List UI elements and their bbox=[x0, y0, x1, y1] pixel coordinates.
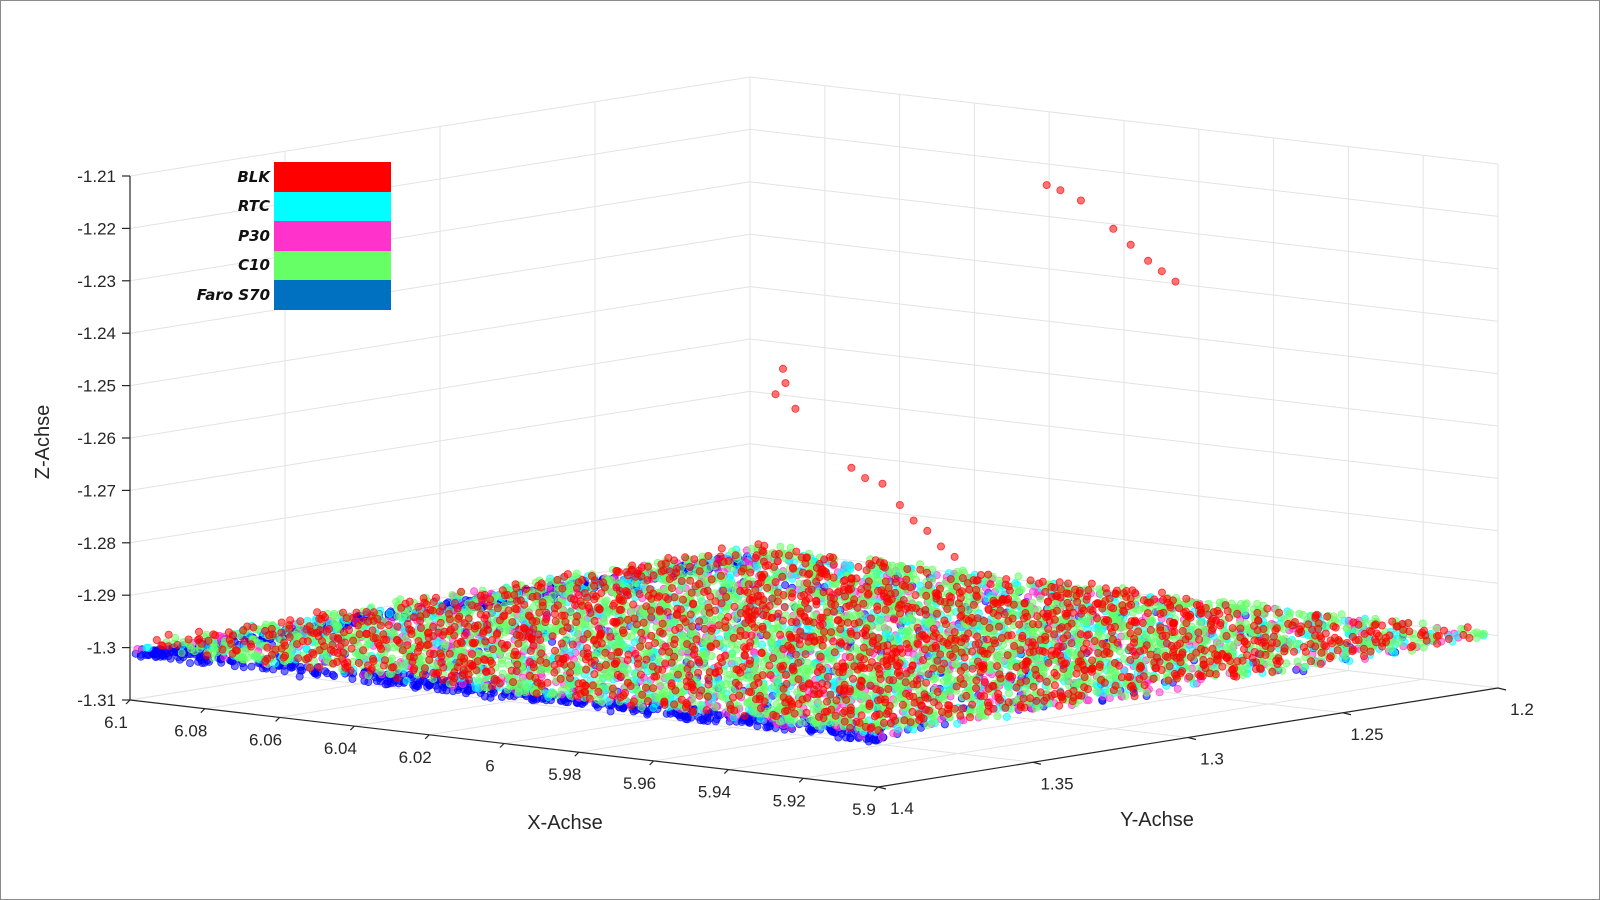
y-tick bbox=[1187, 736, 1197, 741]
data-point bbox=[1282, 659, 1291, 668]
data-point bbox=[810, 611, 819, 620]
data-point bbox=[637, 703, 646, 712]
data-point bbox=[381, 680, 390, 689]
data-point bbox=[567, 647, 576, 656]
y-tick bbox=[1497, 687, 1507, 691]
data-point bbox=[544, 577, 553, 586]
data-point bbox=[623, 664, 632, 673]
data-point bbox=[1002, 712, 1011, 721]
y-tick bbox=[877, 786, 887, 790]
data-point bbox=[953, 719, 962, 728]
x-tick bbox=[873, 786, 879, 792]
data-point bbox=[431, 681, 440, 690]
data-point bbox=[668, 618, 677, 627]
data-point bbox=[1004, 681, 1013, 690]
data-point bbox=[190, 647, 199, 656]
data-point bbox=[295, 672, 304, 681]
data-point bbox=[141, 651, 150, 660]
data-point bbox=[1005, 689, 1014, 698]
data-point bbox=[770, 682, 779, 691]
data-point bbox=[764, 723, 773, 732]
x-tick bbox=[499, 743, 505, 748]
grid-line bbox=[803, 678, 1424, 779]
x-tick bbox=[349, 725, 355, 731]
data-point bbox=[851, 610, 860, 619]
data-point bbox=[705, 714, 714, 723]
data-point bbox=[788, 574, 797, 583]
grid-line bbox=[728, 670, 1349, 771]
data-point bbox=[662, 709, 671, 718]
data-point bbox=[1155, 688, 1164, 697]
data-point bbox=[604, 697, 613, 706]
x-tick bbox=[798, 777, 804, 783]
data-point bbox=[385, 609, 394, 618]
data-point bbox=[842, 733, 851, 742]
x-tick bbox=[275, 716, 281, 722]
data-point bbox=[438, 686, 447, 695]
data-point bbox=[923, 721, 932, 730]
data-point bbox=[185, 659, 194, 668]
data-point bbox=[1067, 648, 1076, 657]
x-tick bbox=[125, 699, 131, 705]
x-tick bbox=[574, 751, 580, 757]
data-point bbox=[710, 703, 719, 712]
data-point bbox=[883, 625, 892, 634]
axes bbox=[122, 175, 1507, 792]
x-tick bbox=[424, 734, 430, 740]
data-point bbox=[868, 735, 877, 744]
data-point bbox=[171, 633, 180, 642]
x-tick bbox=[649, 760, 655, 766]
data-point bbox=[411, 683, 420, 692]
data-point bbox=[649, 703, 658, 712]
data-point bbox=[743, 698, 752, 707]
data-point bbox=[995, 576, 1004, 585]
data-point bbox=[470, 587, 479, 596]
data-point bbox=[597, 698, 606, 707]
data-point bbox=[1029, 587, 1038, 596]
y-tick bbox=[1342, 712, 1352, 716]
data-point bbox=[402, 676, 411, 685]
data-point bbox=[288, 663, 297, 672]
data-point bbox=[681, 715, 690, 724]
data-point bbox=[781, 581, 790, 590]
x-tick bbox=[200, 708, 206, 714]
data-point bbox=[696, 716, 705, 725]
data-point bbox=[142, 643, 151, 652]
data-point bbox=[150, 650, 159, 659]
data-point bbox=[572, 569, 581, 578]
data-point bbox=[687, 629, 696, 638]
data-point bbox=[1084, 696, 1093, 705]
data-point bbox=[643, 707, 652, 716]
y-tick bbox=[1032, 761, 1042, 765]
data-points bbox=[131, 181, 1489, 746]
data-point bbox=[1195, 618, 1204, 627]
data-point bbox=[878, 732, 887, 741]
data-point bbox=[1092, 687, 1101, 696]
x-tick bbox=[723, 769, 729, 775]
data-point bbox=[133, 645, 142, 654]
data-point bbox=[1386, 644, 1395, 653]
data-point bbox=[1173, 684, 1182, 693]
data-point bbox=[177, 648, 186, 657]
data-point bbox=[247, 662, 256, 671]
data-point bbox=[1418, 619, 1427, 628]
data-point bbox=[348, 674, 357, 683]
data-point bbox=[1105, 671, 1114, 680]
data-point bbox=[1014, 572, 1023, 581]
data-point bbox=[696, 701, 705, 710]
data-point bbox=[474, 676, 483, 685]
data-point bbox=[572, 633, 581, 642]
data-point bbox=[797, 718, 806, 727]
data-point bbox=[1024, 593, 1033, 602]
data-point bbox=[1142, 688, 1151, 697]
data-point bbox=[432, 639, 441, 648]
data-point bbox=[321, 667, 330, 676]
